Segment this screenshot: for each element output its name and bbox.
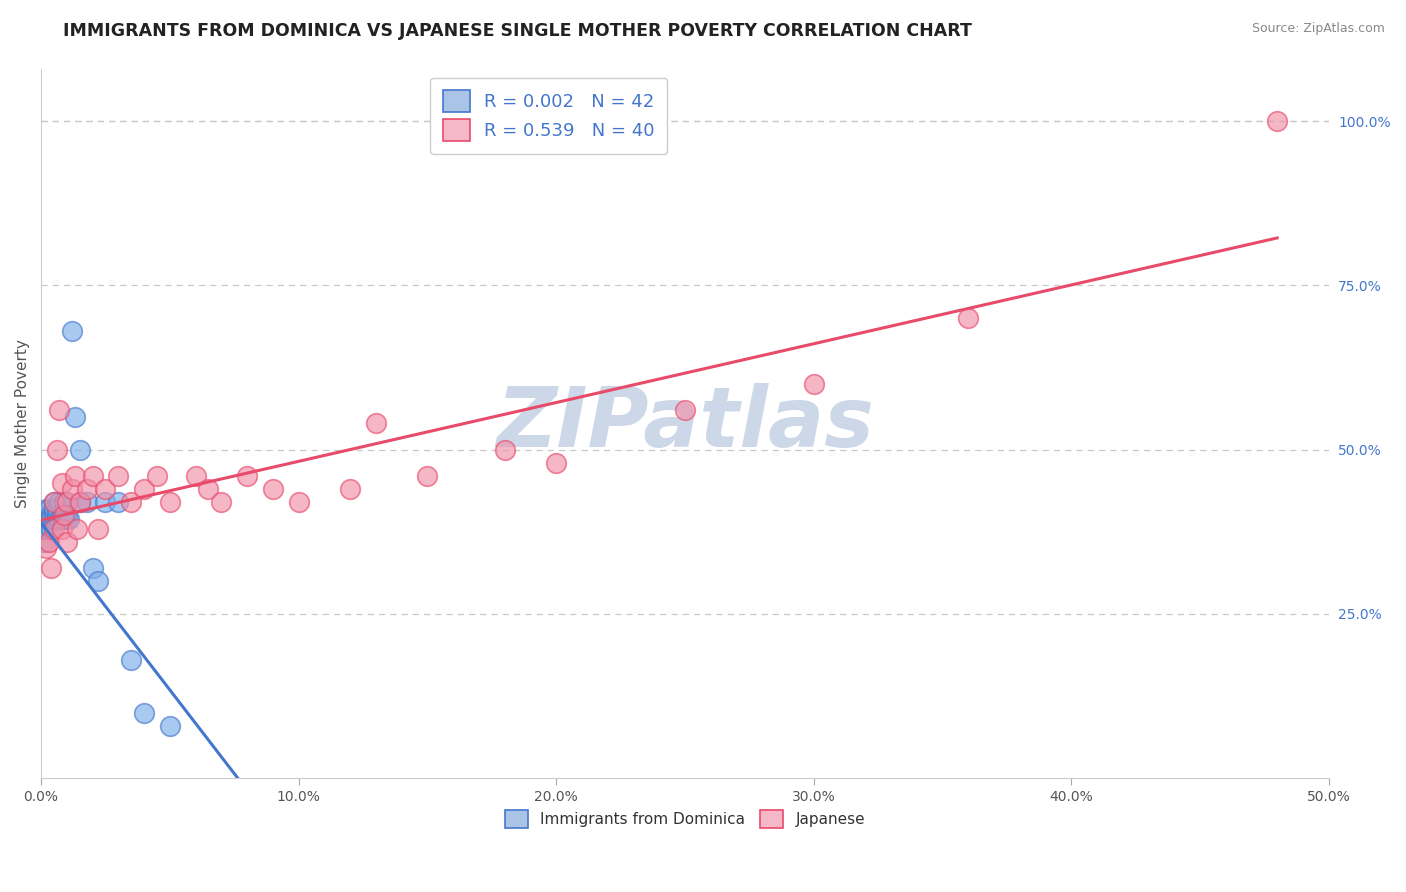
Point xyxy=(56,511,79,525)
Point xyxy=(53,508,76,523)
Point xyxy=(63,469,86,483)
Point xyxy=(159,495,181,509)
Point xyxy=(53,495,76,509)
Point xyxy=(51,511,73,525)
Point xyxy=(56,495,79,509)
Point xyxy=(197,482,219,496)
Point xyxy=(69,442,91,457)
Point xyxy=(41,508,63,523)
Point xyxy=(35,508,58,523)
Point xyxy=(120,495,142,509)
Point xyxy=(48,511,70,525)
Point xyxy=(32,511,55,525)
Point xyxy=(42,495,65,509)
Point xyxy=(76,482,98,496)
Point xyxy=(45,511,67,525)
Text: IMMIGRANTS FROM DOMINICA VS JAPANESE SINGLE MOTHER POVERTY CORRELATION CHART: IMMIGRANTS FROM DOMINICA VS JAPANESE SIN… xyxy=(63,22,972,40)
Point xyxy=(35,501,58,516)
Point xyxy=(45,501,67,516)
Point xyxy=(51,508,73,523)
Legend: Immigrants from Dominica, Japanese: Immigrants from Dominica, Japanese xyxy=(499,804,872,834)
Point xyxy=(63,409,86,424)
Point xyxy=(339,482,361,496)
Point xyxy=(38,508,60,523)
Point xyxy=(38,511,60,525)
Point xyxy=(42,522,65,536)
Point xyxy=(35,522,58,536)
Point xyxy=(209,495,232,509)
Point xyxy=(56,534,79,549)
Point xyxy=(56,508,79,523)
Point xyxy=(87,574,110,588)
Point xyxy=(51,475,73,490)
Point xyxy=(94,495,117,509)
Point xyxy=(673,403,696,417)
Point xyxy=(132,482,155,496)
Y-axis label: Single Mother Poverty: Single Mother Poverty xyxy=(15,339,30,508)
Point xyxy=(58,511,80,525)
Point xyxy=(42,508,65,523)
Point xyxy=(41,561,63,575)
Text: ZIPatlas: ZIPatlas xyxy=(496,383,873,464)
Point xyxy=(45,442,67,457)
Point xyxy=(69,495,91,509)
Point xyxy=(803,376,825,391)
Point xyxy=(66,522,89,536)
Point xyxy=(38,534,60,549)
Point xyxy=(957,311,980,326)
Point xyxy=(38,501,60,516)
Point xyxy=(107,495,129,509)
Point xyxy=(76,495,98,509)
Point xyxy=(107,469,129,483)
Point xyxy=(69,495,91,509)
Point xyxy=(41,511,63,525)
Point xyxy=(48,403,70,417)
Point xyxy=(546,456,568,470)
Point xyxy=(32,522,55,536)
Point xyxy=(35,511,58,525)
Point xyxy=(287,495,309,509)
Point xyxy=(42,501,65,516)
Point xyxy=(364,417,387,431)
Point xyxy=(184,469,207,483)
Point xyxy=(51,522,73,536)
Point xyxy=(262,482,284,496)
Point xyxy=(159,719,181,733)
Point xyxy=(38,511,60,525)
Point xyxy=(35,541,58,556)
Point xyxy=(94,482,117,496)
Point xyxy=(41,522,63,536)
Text: Source: ZipAtlas.com: Source: ZipAtlas.com xyxy=(1251,22,1385,36)
Point xyxy=(32,534,55,549)
Point xyxy=(132,706,155,720)
Point xyxy=(60,324,83,338)
Point xyxy=(87,522,110,536)
Point xyxy=(236,469,259,483)
Point xyxy=(53,511,76,525)
Point xyxy=(146,469,169,483)
Point xyxy=(48,495,70,509)
Point xyxy=(494,442,516,457)
Point xyxy=(82,469,104,483)
Point xyxy=(60,482,83,496)
Point xyxy=(45,508,67,523)
Point xyxy=(120,653,142,667)
Point xyxy=(416,469,439,483)
Point xyxy=(82,561,104,575)
Point xyxy=(1265,114,1288,128)
Point xyxy=(42,511,65,525)
Point xyxy=(42,495,65,509)
